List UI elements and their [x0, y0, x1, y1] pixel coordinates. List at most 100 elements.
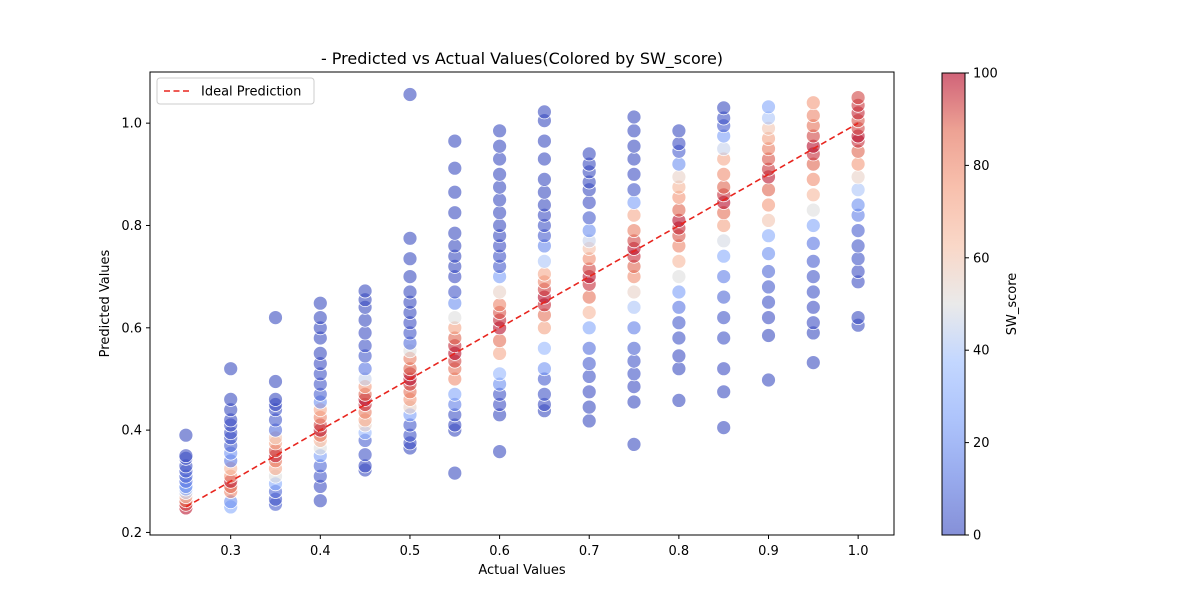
scatter-point [402, 87, 418, 102]
scatter-point [492, 179, 508, 195]
x-axis: 0.3 0.4 0.5 0.6 0.7 0.8 0.9 1.0 [220, 535, 868, 559]
scatter-point [761, 212, 776, 228]
chart-title: - Predicted vs Actual Values(Colored by … [321, 49, 723, 69]
scatter-point [537, 253, 552, 269]
scatter-point [581, 320, 597, 336]
legend: Ideal Prediction [156, 77, 315, 105]
scatter-point [671, 299, 687, 315]
scatter-point [447, 205, 463, 221]
scatter-point [492, 205, 508, 221]
scatter-point [850, 90, 866, 105]
scatter-point [581, 384, 597, 400]
scatter-point [626, 299, 642, 315]
scatter-point [761, 228, 776, 244]
scatter-point [805, 315, 821, 331]
scatter-point [805, 202, 821, 218]
colorbar-label: SW_score [1005, 273, 1020, 336]
scatter-point [402, 251, 418, 267]
scatter-point [581, 413, 597, 429]
scatter-point [178, 427, 194, 443]
scatter-point [537, 197, 552, 213]
scatter-point [492, 366, 508, 382]
scatter-point [805, 284, 821, 300]
scatter-point [537, 171, 552, 187]
x-tick-label: 0.4 [310, 544, 331, 559]
scatter-point [447, 184, 463, 200]
scatter-point [537, 320, 552, 336]
x-tick-label: 0.9 [758, 544, 779, 559]
scatter-point [626, 207, 642, 223]
scatter-point [671, 202, 687, 218]
scatter-point [626, 151, 642, 167]
scatter-point [492, 333, 508, 349]
scatter-point [805, 218, 821, 233]
x-tick-label: 0.7 [579, 544, 600, 559]
scatter-point [716, 289, 732, 305]
scatter-point [716, 420, 732, 436]
scatter-point [761, 197, 776, 213]
scatter-point [716, 384, 732, 400]
y-tick-label: 0.8 [121, 219, 142, 234]
scatter-point [537, 184, 552, 200]
scatter-point [626, 284, 642, 300]
scatter-point [492, 192, 508, 208]
scatter-point [805, 355, 821, 371]
ideal-prediction-line [185, 122, 859, 508]
scatter-point [626, 182, 642, 198]
scatter-points [178, 87, 866, 516]
scatter-point [716, 179, 732, 195]
scatter-point [850, 264, 866, 279]
x-tick-label: 0.5 [400, 544, 421, 559]
scatter-point [312, 345, 328, 361]
scatter-point [671, 269, 687, 285]
scatter-point [671, 348, 687, 364]
scatter-point [761, 372, 776, 388]
scatter-point [671, 330, 687, 346]
x-tick-label: 0.8 [669, 544, 690, 559]
colorbar-frame [941, 72, 966, 536]
scatter-point [447, 160, 463, 176]
scatter-point [492, 218, 508, 233]
y-tick-label: 0.4 [121, 424, 142, 439]
scatter-point [402, 230, 418, 246]
scatter-point [805, 299, 821, 315]
scatter-point [716, 361, 732, 377]
scatter-point [581, 399, 597, 415]
colorbar-gradient [942, 73, 965, 535]
scatter-point [581, 305, 597, 320]
scatter-point [626, 320, 642, 336]
scatter-point [312, 295, 328, 311]
scatter-point [671, 156, 687, 172]
scatter-point [626, 195, 642, 210]
scatter-point [492, 123, 508, 139]
scatter-point [716, 218, 732, 233]
scatter-point [626, 123, 642, 139]
scatter-point [492, 297, 508, 313]
scatter-point [223, 361, 239, 377]
scatter-point [357, 283, 373, 299]
scatter-point [626, 394, 642, 410]
scatter-point [537, 133, 552, 149]
scatter-point [537, 361, 552, 377]
scatter-point [761, 279, 776, 295]
scatter-point [626, 353, 642, 369]
scatter-point [312, 493, 328, 509]
y-tick-label: 0.6 [121, 321, 142, 336]
y-tick-label: 1.0 [121, 117, 142, 132]
scatter-point [805, 108, 821, 123]
scatter-point [357, 312, 373, 328]
scatter-point [447, 284, 463, 300]
colorbar-tick-label: 40 [973, 344, 990, 359]
scatter-point [716, 141, 732, 157]
scatter-point [850, 156, 866, 172]
scatter-point [716, 330, 732, 346]
colorbar-tick-label: 0 [973, 529, 981, 544]
scatter-point [402, 269, 418, 285]
colorbar-ticks: 0 20 40 60 80 100 [965, 67, 998, 544]
scatter-point [492, 138, 508, 154]
scatter-point [312, 310, 328, 326]
scatter-point [357, 325, 373, 341]
scatter-point [761, 99, 776, 115]
scatter-point [761, 246, 776, 262]
